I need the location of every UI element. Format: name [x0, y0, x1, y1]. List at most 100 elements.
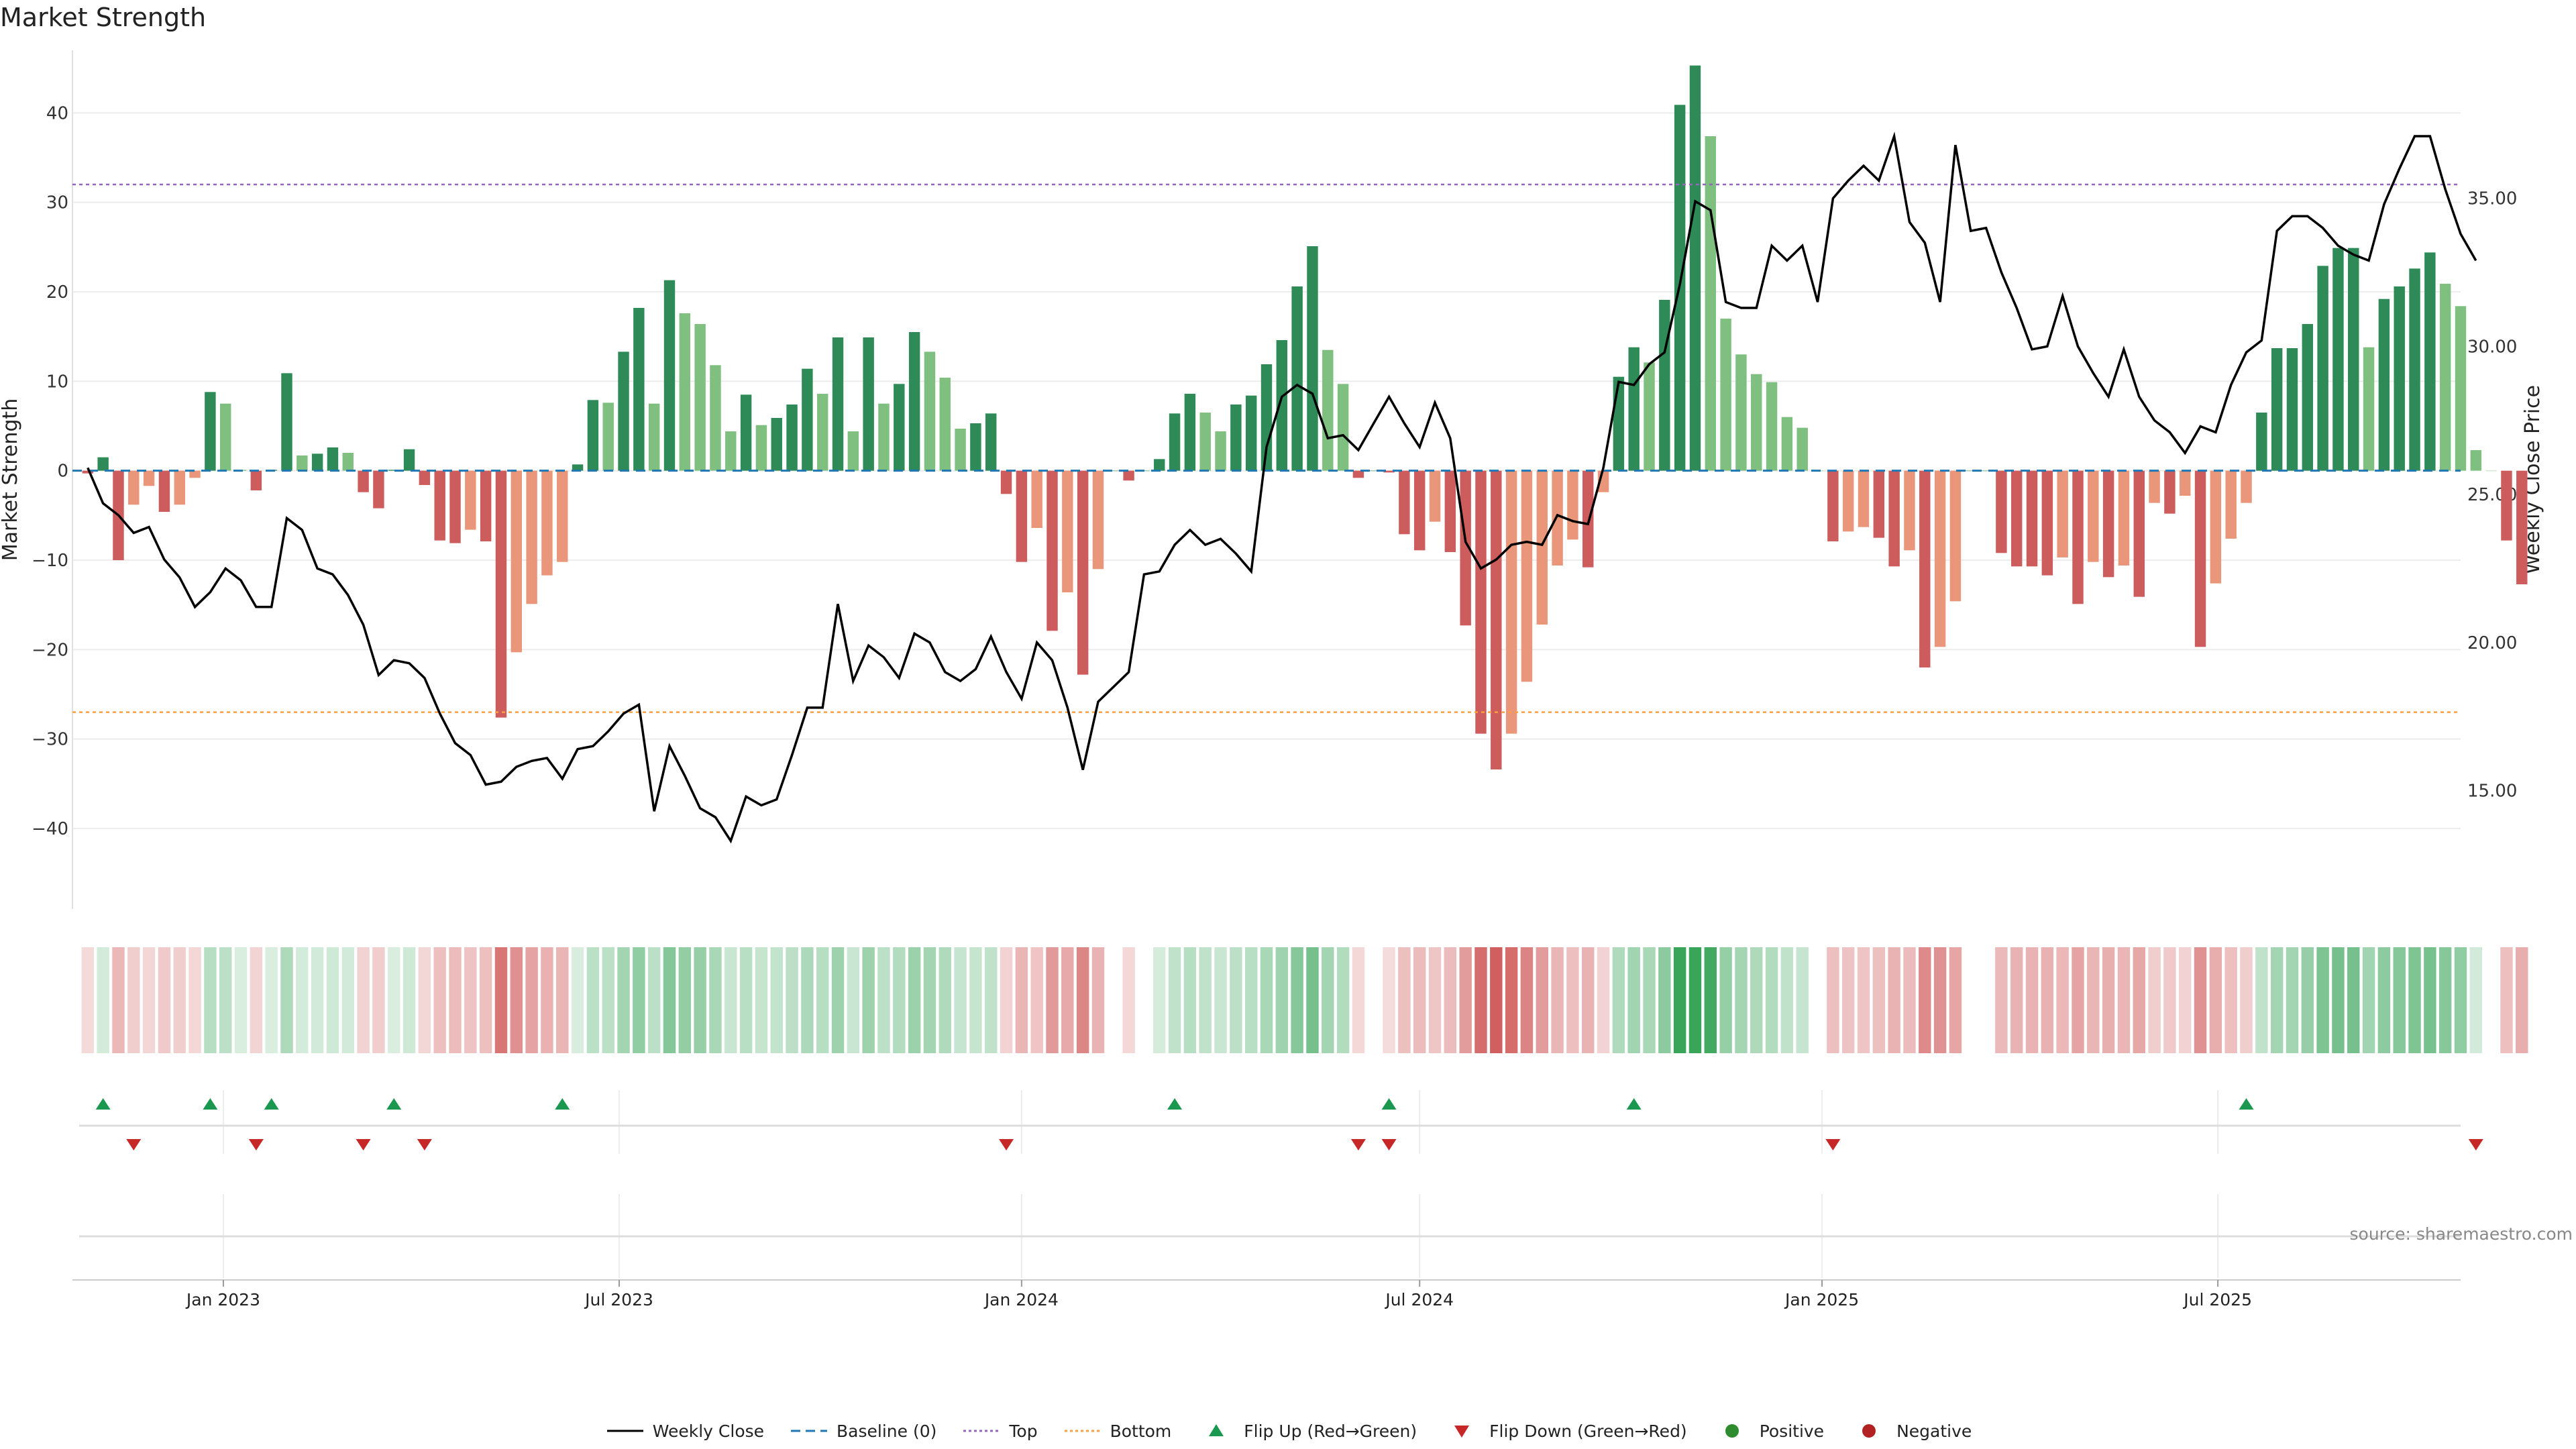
heat-cell: [1597, 947, 1610, 1053]
legend-symbol: [1454, 1426, 1470, 1438]
strength-bar: [1751, 374, 1762, 471]
strength-bar: [863, 337, 874, 471]
strength-bar: [1536, 470, 1548, 625]
strength-bar: [694, 324, 706, 471]
heat-strip: [81, 947, 2528, 1053]
heat-cell: [2516, 947, 2528, 1053]
strength-bar: [1000, 470, 1012, 494]
strength-bar: [618, 352, 629, 471]
strength-bar: [2286, 348, 2298, 471]
heat-cell: [97, 947, 109, 1053]
heat-cell: [326, 947, 339, 1053]
strength-bar: [1444, 470, 1456, 552]
legend-symbol: [1862, 1424, 1876, 1438]
strength-bar: [2302, 324, 2314, 471]
heat-cell: [1230, 947, 1242, 1053]
heat-cell: [479, 947, 492, 1053]
heat-cell: [1857, 947, 1870, 1053]
strength-bar: [1046, 470, 1058, 631]
heat-cell: [357, 947, 370, 1053]
heat-cell: [2041, 947, 2054, 1053]
heat-cell: [2194, 947, 2207, 1053]
strength-bar: [587, 400, 599, 471]
strength-bar: [1475, 470, 1487, 734]
strength-bar: [2271, 348, 2283, 471]
heat-cell: [1704, 947, 1717, 1053]
strength-bar: [2057, 470, 2068, 557]
legend-item: Flip Down (Green→Red): [1441, 1421, 1687, 1441]
strength-bar: [1644, 362, 1655, 471]
strength-bar: [1858, 470, 1870, 527]
strength-bar: [1965, 470, 1976, 472]
heat-cell: [2469, 947, 2483, 1053]
strength-bar: [2485, 470, 2497, 472]
heat-cell: [2056, 947, 2069, 1053]
flip-down-marker: [2468, 1139, 2483, 1150]
heat-cell: [1995, 947, 2008, 1053]
flip-up-marker: [555, 1098, 570, 1110]
heat-cell: [433, 947, 446, 1053]
heat-cell: [586, 947, 600, 1053]
strength-bar: [1337, 384, 1349, 471]
strength-bar: [297, 455, 308, 471]
strength-bar: [205, 392, 216, 471]
strength-bar: [281, 373, 292, 471]
y-tick-label: 0: [57, 462, 68, 482]
legend-item: Negative: [1848, 1421, 1972, 1441]
heat-cell: [1827, 947, 1839, 1053]
strength-bar: [816, 394, 828, 471]
strength-bar: [939, 378, 951, 471]
heat-cell: [1612, 947, 1625, 1053]
strength-bar: [2133, 470, 2145, 597]
heat-cell: [1275, 947, 1289, 1053]
strength-bar: [786, 405, 798, 471]
flip-up-marker: [2239, 1098, 2254, 1110]
strength-bar: [1092, 470, 1104, 570]
strength-bar: [2455, 306, 2467, 471]
strength-bar: [2241, 470, 2252, 503]
legend-label: Negative: [1896, 1421, 1972, 1441]
strength-bar: [1582, 470, 1594, 568]
strength-bar: [1276, 340, 1288, 471]
heat-cell: [2393, 947, 2406, 1053]
heat-cell: [1122, 947, 1135, 1053]
heat-cell: [1903, 947, 1916, 1053]
heat-cell: [954, 947, 967, 1053]
strength-bar: [449, 470, 461, 543]
strength-bar: [526, 470, 537, 604]
strength-bar: [2348, 248, 2359, 471]
heat-cell: [1352, 947, 1365, 1053]
strength-bar: [327, 447, 339, 471]
heat-cell: [2179, 947, 2192, 1053]
heat-cell: [1735, 947, 1748, 1053]
price-line: [87, 131, 2477, 844]
legend-label: Bottom: [1110, 1421, 1172, 1441]
heat-cell: [663, 947, 676, 1053]
strength-bar: [2409, 268, 2420, 471]
strength-bar: [1260, 364, 1273, 471]
strength-bar: [2072, 470, 2084, 604]
heat-cell: [127, 947, 140, 1053]
heat-cell: [1091, 947, 1105, 1053]
heat-cell: [173, 947, 186, 1053]
y-tick-label: 40: [46, 103, 68, 123]
strength-bar: [541, 470, 553, 576]
flip-up-marker: [1626, 1098, 1642, 1110]
strength-bar: [1781, 417, 1793, 471]
heat-cell: [847, 947, 860, 1053]
x-axis: Jan 2023 Jul 2023 Jan 2024 Jul 2024 Jan 2025…: [72, 1279, 2461, 1309]
strength-bar: [1108, 470, 1120, 472]
flip-up-marker: [386, 1098, 402, 1110]
heat-cell: [755, 947, 768, 1053]
strength-bar: [495, 470, 507, 718]
strength-bar: [1934, 470, 1946, 647]
strength-bar: [2164, 470, 2176, 514]
heat-cell: [1336, 947, 1350, 1053]
heat-cell: [112, 947, 125, 1053]
y-right-tick-label: 15.00: [2467, 781, 2517, 801]
heat-cell: [2209, 947, 2222, 1053]
heat-cell: [311, 947, 324, 1053]
heat-cell: [1076, 947, 1089, 1053]
strength-bar: [1199, 413, 1211, 471]
y-tick-label: −20: [32, 640, 68, 660]
